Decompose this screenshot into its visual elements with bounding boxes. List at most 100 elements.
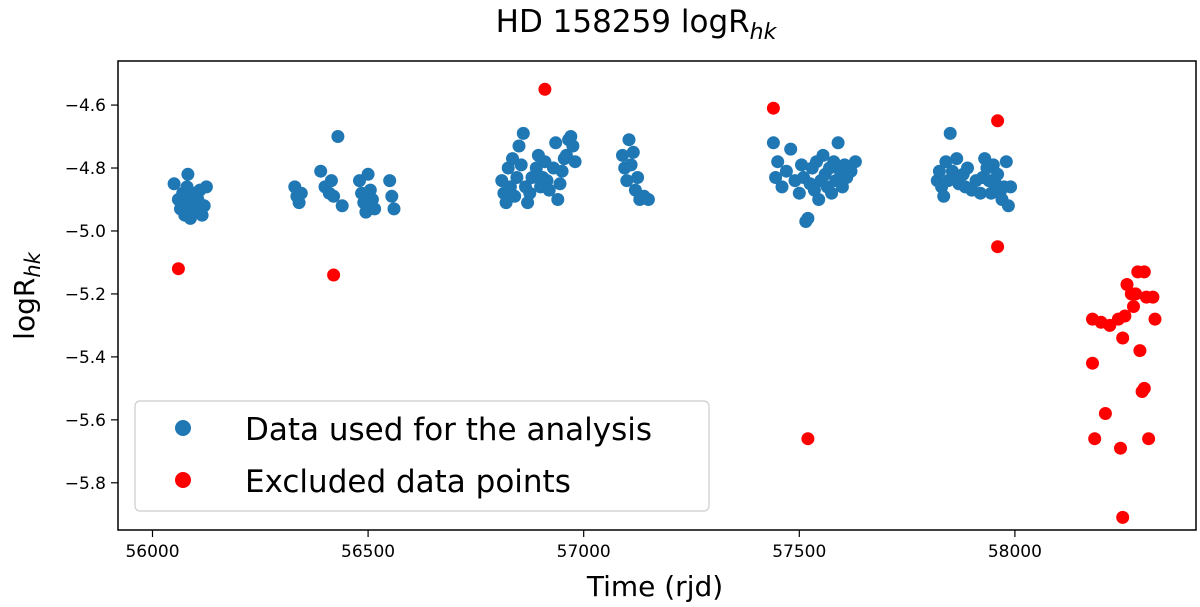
x-tick-label-2: 57000 <box>557 542 611 562</box>
used-point-65 <box>555 164 569 178</box>
excluded-point-8 <box>1086 356 1099 370</box>
excluded-point-26 <box>1137 381 1151 395</box>
used-point-26 <box>331 130 345 143</box>
used-point-90 <box>792 186 806 200</box>
used-point-85 <box>771 155 785 169</box>
used-point-62 <box>549 136 563 150</box>
chart-title-sub: hk <box>750 20 778 45</box>
used-point-6 <box>181 167 195 181</box>
used-point-88 <box>784 142 798 156</box>
used-point-145 <box>1004 180 1018 194</box>
legend-label-excluded: Excluded data points <box>245 464 571 500</box>
x-tick-label-4: 58000 <box>988 542 1042 562</box>
excluded-point-17 <box>1118 309 1132 323</box>
used-point-47 <box>512 139 526 153</box>
used-point-75 <box>622 133 636 147</box>
used-point-38 <box>387 202 401 216</box>
used-point-45 <box>508 189 522 203</box>
excluded-point-6 <box>991 240 1005 254</box>
used-point-94 <box>801 211 815 225</box>
used-point-63 <box>551 193 565 206</box>
y-tick-label-5: −5.6 <box>65 411 106 431</box>
used-point-49 <box>516 126 530 140</box>
excluded-point-15 <box>1116 331 1130 345</box>
used-point-116 <box>932 164 946 178</box>
legend-box <box>134 400 710 512</box>
used-point-37 <box>385 189 399 203</box>
used-point-144 <box>1001 199 1015 213</box>
y-tick-label-0: −4.6 <box>65 96 106 116</box>
used-point-139 <box>991 167 1005 181</box>
x-tick-label-0: 56000 <box>125 542 179 562</box>
used-point-35 <box>368 202 382 216</box>
x-tick-label-3: 57500 <box>772 542 826 562</box>
used-point-74 <box>620 174 634 188</box>
used-point-82 <box>641 193 655 206</box>
excluded-point-9 <box>1088 432 1102 446</box>
y-tick-label-2: −5.0 <box>65 222 106 242</box>
excluded-point-21 <box>1129 287 1143 301</box>
used-point-101 <box>816 148 830 162</box>
used-point-48 <box>514 158 528 172</box>
used-point-124 <box>950 152 964 166</box>
used-point-83 <box>766 136 780 150</box>
used-point-84 <box>769 171 783 184</box>
used-point-114 <box>848 155 862 169</box>
used-point-99 <box>812 193 826 206</box>
y-axis-label-main: logR <box>8 278 41 340</box>
used-point-105 <box>825 186 839 200</box>
y-axis-label: logRhk <box>8 251 45 339</box>
used-point-36 <box>383 174 397 188</box>
used-point-118 <box>937 189 951 203</box>
excluded-point-23 <box>1133 344 1147 358</box>
legend: Data used for the analysis Excluded data… <box>134 400 710 512</box>
used-point-76 <box>624 158 638 172</box>
y-axis-ticks: −4.6 −4.8 −5.0 −5.2 −5.4 −5.6 −5.8 <box>65 96 118 494</box>
used-point-119 <box>939 155 953 169</box>
used-point-121 <box>943 126 957 140</box>
used-point-60 <box>542 183 556 197</box>
used-point-128 <box>961 161 974 175</box>
used-point-20 <box>294 186 308 200</box>
excluded-point-29 <box>1146 290 1160 304</box>
used-point-27 <box>335 199 349 213</box>
excluded-point-4 <box>801 432 815 446</box>
excluded-point-20 <box>1127 300 1140 313</box>
excluded-point-3 <box>766 101 780 115</box>
excluded-point-11 <box>1098 407 1112 420</box>
excluded-point-1 <box>327 268 341 282</box>
used-point-87 <box>779 164 793 178</box>
legend-marker-used <box>175 420 191 436</box>
chart-title-main: HD 158259 logR <box>496 4 750 40</box>
used-point-106 <box>827 155 841 169</box>
used-point-131 <box>973 186 987 200</box>
y-tick-label-4: −5.4 <box>65 348 106 368</box>
used-point-16 <box>199 180 213 194</box>
used-point-108 <box>831 136 845 150</box>
used-point-70 <box>566 139 580 153</box>
used-point-77 <box>626 145 640 159</box>
used-point-46 <box>510 171 524 184</box>
excluded-point-28 <box>1142 432 1156 446</box>
x-tick-label-1: 56500 <box>341 542 395 562</box>
used-point-64 <box>553 177 567 191</box>
used-point-143 <box>999 155 1013 169</box>
used-point-21 <box>314 164 328 178</box>
excluded-point-16 <box>1116 510 1130 524</box>
used-point-86 <box>775 180 789 194</box>
legend-marker-excluded <box>175 472 191 488</box>
excluded-point-5 <box>991 114 1005 128</box>
legend-label-used: Data used for the analysis <box>245 412 652 448</box>
x-axis-label: Time (rjd) <box>586 570 723 603</box>
excluded-point-30 <box>1148 312 1162 326</box>
used-point-24 <box>324 174 338 188</box>
y-tick-label-3: −5.2 <box>65 285 106 305</box>
excluded-point-0 <box>171 262 185 276</box>
used-point-72 <box>616 148 629 162</box>
data-marks <box>167 82 1162 524</box>
y-tick-label-1: −4.8 <box>65 159 106 179</box>
excluded-point-25 <box>1137 265 1151 279</box>
y-tick-label-6: −5.8 <box>65 474 106 494</box>
used-point-32 <box>361 167 375 181</box>
